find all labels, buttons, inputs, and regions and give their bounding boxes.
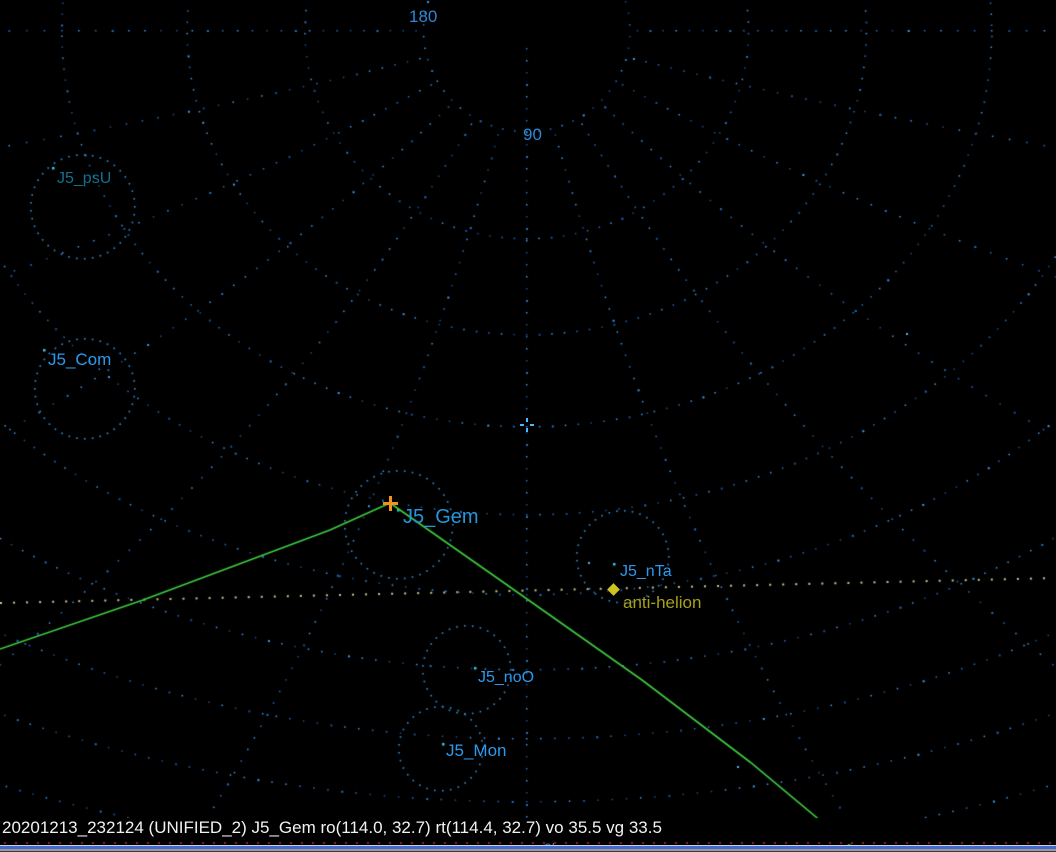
field-center-mark-icon bbox=[520, 418, 534, 432]
status-bar-text: 20201213_232124 (UNIFIED_2) J5_Gem ro(11… bbox=[2, 818, 662, 837]
grid-label-90: 90 bbox=[523, 125, 542, 144]
radiant-label-j5-psu[interactable]: J5_psU bbox=[57, 170, 112, 187]
radiant-label-j5-gem[interactable]: J5_Gem bbox=[403, 506, 479, 528]
radiant-label-j5-mon[interactable]: J5_Mon bbox=[446, 741, 507, 760]
window-border-grey bbox=[0, 849, 1056, 851]
clipped-hour-label: 9h bbox=[544, 841, 560, 848]
selected-radiant-cross-icon bbox=[383, 496, 398, 511]
grid-label-180: 180 bbox=[409, 7, 438, 26]
status-divider-line bbox=[0, 845, 1056, 846]
taskbar-top-edge bbox=[0, 846, 1056, 849]
radiant-label-j5-noo[interactable]: J5_noO bbox=[478, 669, 535, 686]
anti-helion-label: anti-helion bbox=[623, 593, 702, 612]
radiant-label-j5-nta[interactable]: J5_nTa bbox=[620, 563, 672, 580]
radiant-label-j5-com[interactable]: J5_Com bbox=[48, 350, 112, 369]
